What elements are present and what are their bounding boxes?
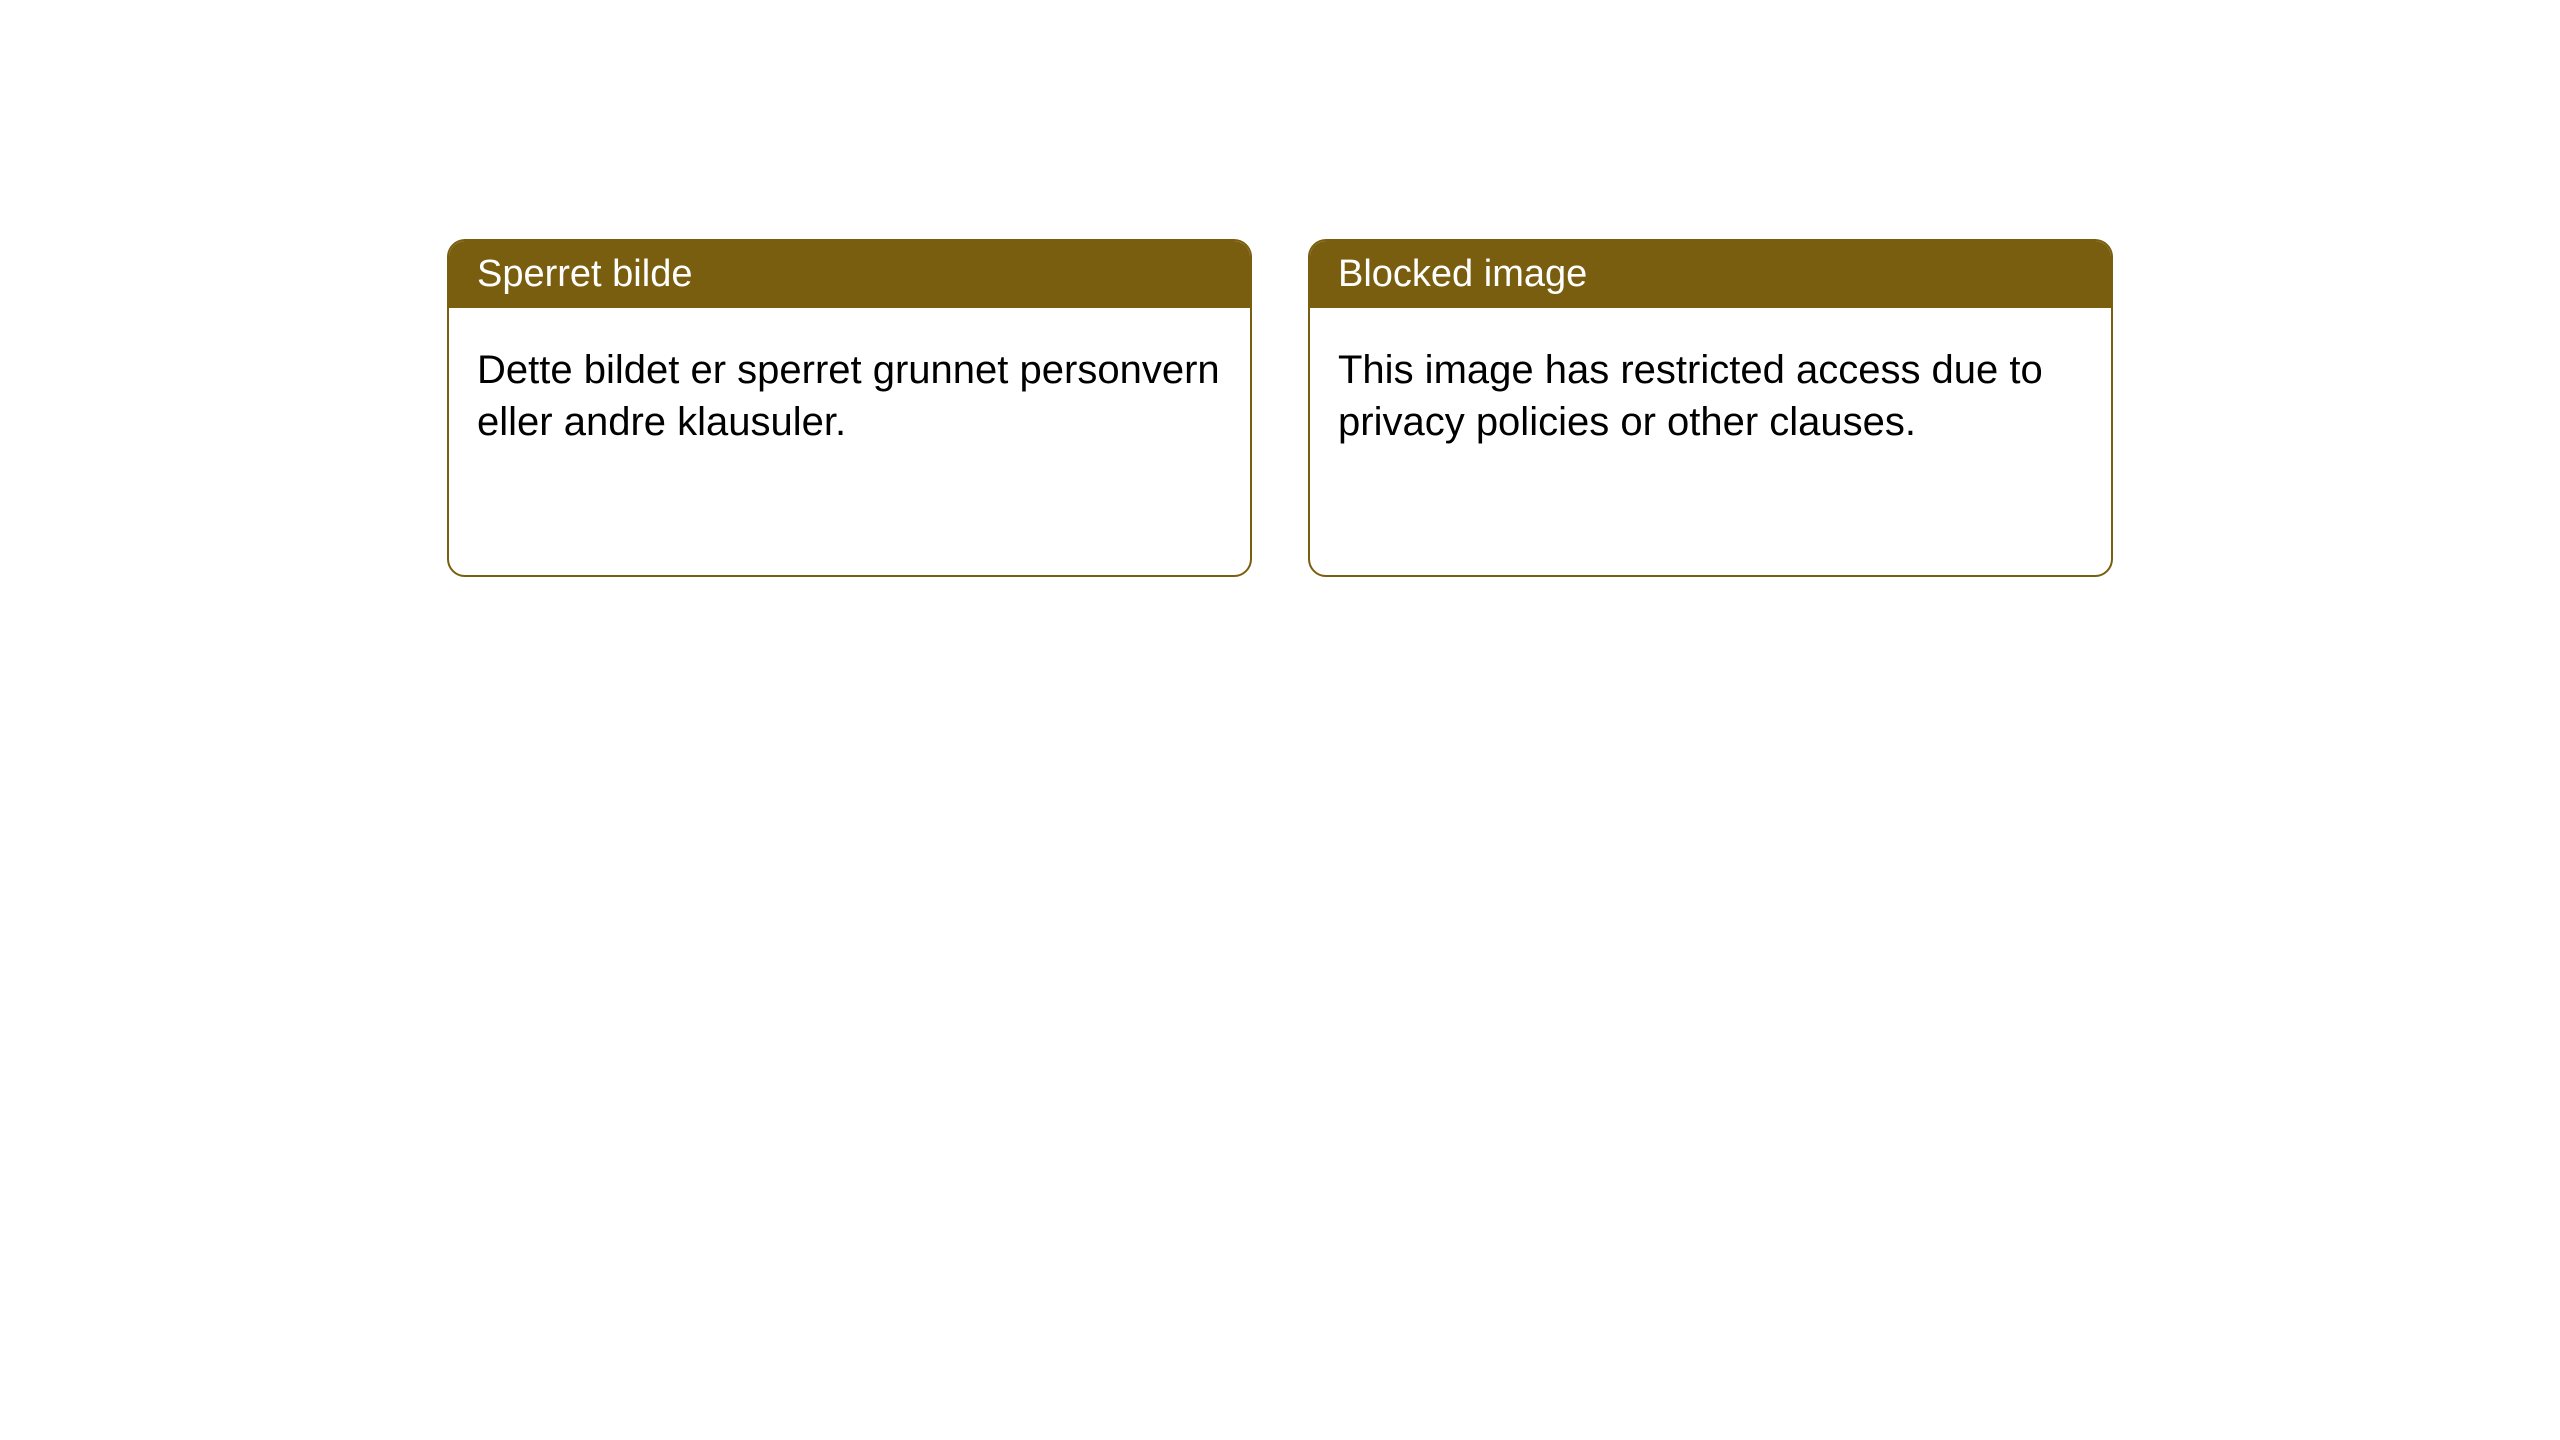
notice-body-text: This image has restricted access due to … [1338, 348, 2043, 444]
notice-title: Sperret bilde [477, 253, 692, 295]
notice-card-english: Blocked image This image has restricted … [1308, 239, 2113, 577]
notice-title: Blocked image [1338, 253, 1587, 295]
notice-body: This image has restricted access due to … [1310, 308, 2111, 484]
notice-container: Sperret bilde Dette bildet er sperret gr… [447, 239, 2113, 577]
notice-header: Sperret bilde [449, 241, 1250, 308]
notice-body: Dette bildet er sperret grunnet personve… [449, 308, 1250, 484]
notice-body-text: Dette bildet er sperret grunnet personve… [477, 348, 1220, 444]
notice-card-norwegian: Sperret bilde Dette bildet er sperret gr… [447, 239, 1252, 577]
notice-header: Blocked image [1310, 241, 2111, 308]
